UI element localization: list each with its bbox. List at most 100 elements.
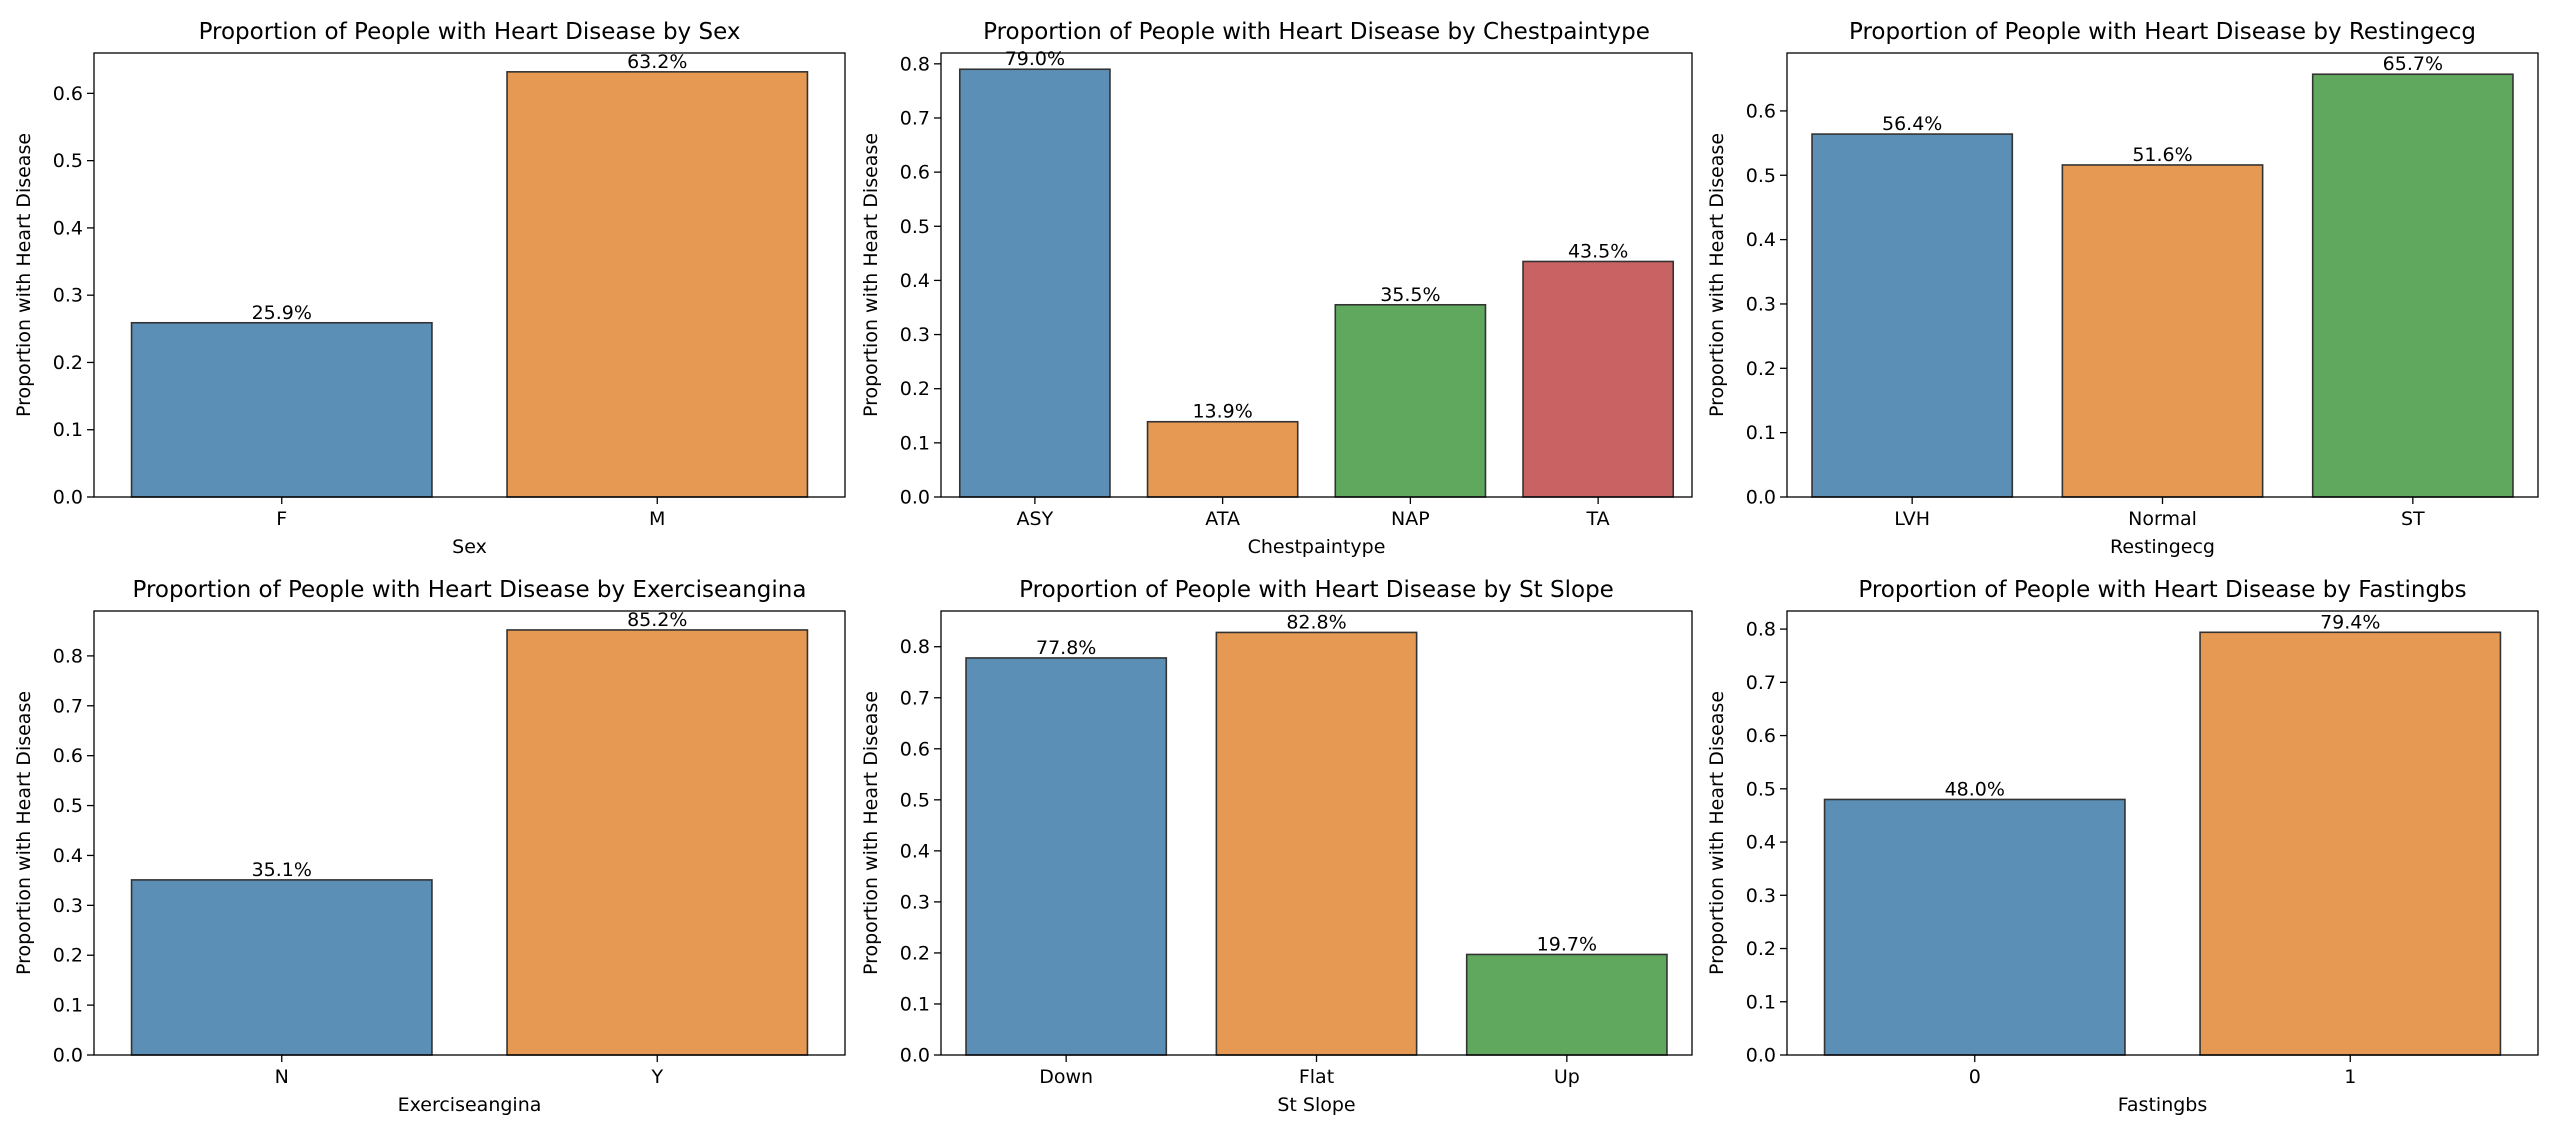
y-axis-label: Proportion with Heart Disease [1706,133,1728,417]
chart-panel-1: Proportion of People with Heart Disease … [13,19,846,558]
data-label: 56.4% [1882,113,1942,135]
data-label: 19.7% [1537,933,1597,955]
chart-panel-3: Proportion of People with Heart Disease … [1706,19,2539,558]
axes-frame [1786,610,2539,1056]
y-tick-label: 0.6 [900,738,930,760]
y-axis-label: Proportion with Heart Disease [860,691,882,975]
x-tick-label: ASY [1017,508,1054,530]
x-tick-label: Down [1039,1066,1093,1088]
bar-st [2311,73,2514,498]
bar-ta [1522,260,1675,498]
y-tick-label: 0.6 [53,83,83,105]
data-label: 65.7% [2383,53,2443,75]
y-tick-label: 0.8 [900,636,930,658]
y-tick-label: 0.3 [53,895,83,917]
data-label: 13.9% [1192,401,1252,423]
x-tick-label: Up [1554,1066,1580,1088]
x-axis-label: Sex [452,536,487,558]
y-tick-label: 0.0 [900,1045,930,1067]
bar-y [506,629,809,1056]
y-tick-label: 0.0 [53,487,83,509]
axes-frame [940,610,1693,1056]
y-tick-label: 0.3 [900,324,930,346]
y-axis-label: Proportion with Heart Disease [860,133,882,417]
chart-title: Proportion of People with Heart Disease … [133,577,807,603]
y-tick-label: 0.3 [53,285,83,307]
x-axis-label: Fastingbs [2118,1094,2208,1116]
data-label: 51.6% [2132,144,2192,166]
y-tick-label: 0.2 [53,945,83,967]
y-tick-label: 0.2 [900,942,930,964]
x-tick-label: 1 [2344,1066,2356,1088]
data-label: 43.5% [1568,240,1628,262]
y-tick-label: 0.2 [1746,938,1776,960]
x-tick-label: LVH [1894,508,1930,530]
data-label: 85.2% [627,609,687,631]
axes-frame [93,52,846,498]
y-tick-label: 0.1 [900,432,930,454]
bar-m [506,71,809,498]
bar-down [965,657,1168,1056]
x-tick-label: Normal [2128,508,2197,530]
y-tick-label: 0.7 [53,695,83,717]
axes-frame [93,610,846,1056]
x-tick-label: TA [1586,508,1610,530]
y-tick-label: 0.1 [1746,422,1776,444]
y-tick-label: 0.5 [53,795,83,817]
x-tick-label: ST [2401,508,2425,530]
bar-0 [1823,798,2126,1056]
x-tick-label: NAP [1391,508,1430,530]
bar-n [130,879,433,1056]
bar-ata [1146,420,1299,498]
y-tick-label: 0.6 [900,162,930,184]
data-label: 77.8% [1036,637,1096,659]
y-tick-label: 0.5 [1746,778,1776,800]
y-tick-label: 0.7 [1746,672,1776,694]
y-tick-label: 0.1 [53,995,83,1017]
data-label: 82.8% [1286,611,1346,633]
data-label: 35.1% [252,859,312,881]
data-label: 48.0% [1945,778,2005,800]
y-tick-label: 0.1 [1746,991,1776,1013]
x-axis-label: St Slope [1277,1094,1355,1116]
y-tick-label: 0.3 [900,891,930,913]
y-tick-label: 0.6 [1746,725,1776,747]
y-tick-label: 0.6 [1746,100,1776,122]
x-axis-label: Chestpaintype [1248,536,1386,558]
y-axis-label: Proportion with Heart Disease [1706,691,1728,975]
chart-panel-2: Proportion of People with Heart Disease … [860,19,1693,558]
x-tick-label: Flat [1299,1066,1334,1088]
chart-panel-5: Proportion of People with Heart Disease … [860,577,1693,1116]
y-tick-label: 0.8 [53,645,83,667]
data-label: 79.4% [2320,611,2380,633]
y-axis-label: Proportion with Heart Disease [13,133,35,417]
chart-title: Proportion of People with Heart Disease … [983,19,1650,45]
y-tick-label: 0.1 [900,993,930,1015]
y-tick-label: 0.5 [900,789,930,811]
x-tick-label: N [275,1066,289,1088]
bar-flat [1215,631,1418,1056]
y-tick-label: 0.8 [900,53,930,75]
y-tick-label: 0.0 [1746,1045,1776,1067]
y-tick-label: 0.2 [1746,358,1776,380]
x-axis-label: Exerciseangina [398,1094,542,1116]
y-tick-label: 0.1 [53,419,83,441]
x-tick-label: Y [650,1066,663,1088]
x-tick-label: ATA [1205,508,1240,530]
y-tick-label: 0.3 [1746,885,1776,907]
data-label: 25.9% [252,302,312,324]
y-tick-label: 0.4 [53,845,83,867]
bar-lvh [1811,133,2014,498]
bar-1 [2199,631,2502,1056]
y-tick-label: 0.6 [53,745,83,767]
x-tick-label: 0 [1969,1066,1981,1088]
x-tick-label: M [649,508,665,530]
y-tick-label: 0.5 [900,216,930,238]
chart-panel-6: Proportion of People with Heart Disease … [1706,577,2539,1116]
x-axis-label: Restingecg [2110,536,2215,558]
chart-title: Proportion of People with Heart Disease … [1849,19,2476,45]
y-tick-label: 0.4 [1746,832,1776,854]
bar-nap [1334,303,1487,498]
y-tick-label: 0.4 [53,217,83,239]
